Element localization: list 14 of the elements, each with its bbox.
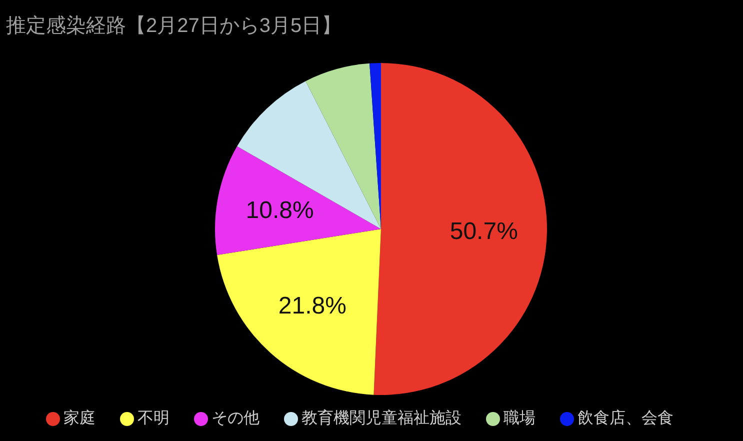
legend-label: 不明 xyxy=(138,410,170,427)
data-label: 50.7% xyxy=(450,218,518,245)
legend-label: 家庭 xyxy=(64,410,96,427)
legend-label: 教育機関児童福祉施設 xyxy=(302,410,462,427)
data-label: 10.8% xyxy=(246,196,314,224)
pie-slice xyxy=(374,63,547,395)
pie-slice xyxy=(217,229,381,395)
chart-title: 推定感染経路【2月27日から3月5日】 xyxy=(6,14,342,39)
legend-label: その他 xyxy=(212,410,260,427)
pie-slice xyxy=(215,146,381,255)
legend-label: 職場 xyxy=(504,410,536,427)
legend-label: 飲食店、会食 xyxy=(578,410,674,427)
pie-slice xyxy=(237,81,381,229)
data-label: 21.8% xyxy=(278,292,346,320)
